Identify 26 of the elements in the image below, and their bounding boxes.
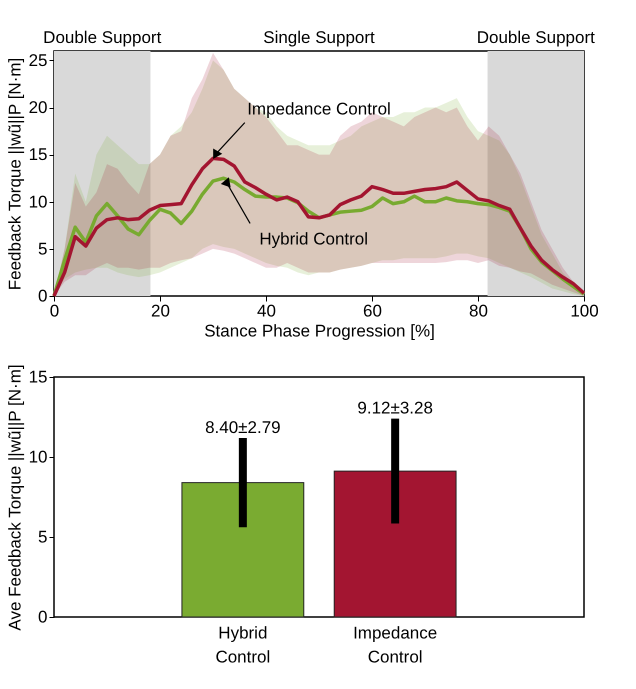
text: Impedance Control (247, 99, 391, 118)
y-tick-label: 0 (38, 286, 48, 306)
text: Single Support (263, 28, 376, 47)
y-tick-label: 5 (38, 528, 48, 546)
y-axis-title: Feedback Torque ||wũ||P [N·m] (6, 58, 25, 290)
data-label: 8.40±2.79 (205, 418, 281, 437)
band-label: Double Support (476, 28, 596, 47)
data-label: 9.12±3.28 (357, 398, 433, 418)
x-tick-label: 60 (363, 302, 382, 320)
x-tick-label: 80 (469, 302, 488, 320)
band-label: Double Support (43, 28, 162, 47)
x-tick-label: 100 (570, 302, 599, 320)
x-tick-label: 0 (50, 302, 60, 320)
x-axis-title: Stance Phase Progression [%] (204, 322, 435, 340)
y-tick-label: 20 (28, 98, 48, 118)
y-tick-label: 5 (38, 239, 48, 258)
x-tick-label: 40 (257, 302, 276, 320)
y-axis-title: Ave Feedback Torque ||wũ||P [N·m] (6, 364, 25, 631)
y-tick-label: 0 (38, 608, 48, 626)
y-tick-label: 15 (28, 145, 48, 164)
y-tick-label: 15 (28, 368, 48, 386)
x-tick-label: 20 (151, 302, 170, 320)
series-label: Hybrid Control (259, 229, 368, 248)
y-tick-label: 25 (28, 50, 48, 70)
y-tick-label: 10 (28, 448, 48, 466)
y-tick-label: 10 (28, 192, 48, 212)
